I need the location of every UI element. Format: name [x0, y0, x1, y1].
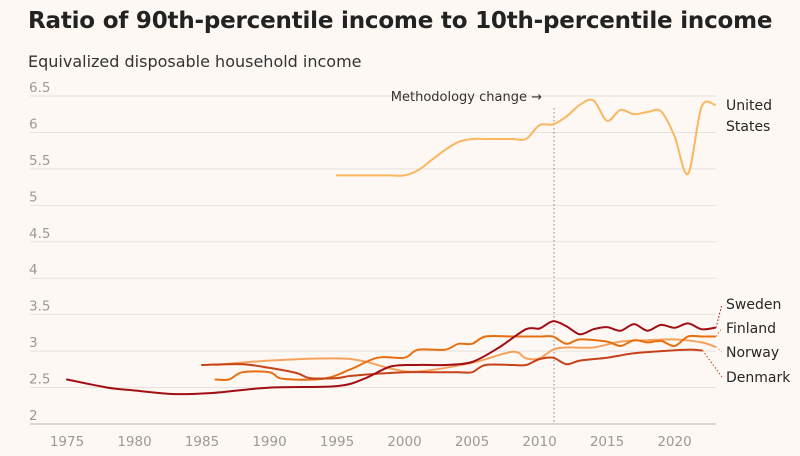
- x-tick-label: 2000: [387, 434, 421, 450]
- series-lines: [66, 98, 716, 396]
- series-line-finland: [214, 334, 716, 382]
- x-tick-label: 1990: [252, 434, 286, 450]
- x-tick-label: 2020: [657, 434, 691, 450]
- y-tick-label: 4.5: [29, 226, 50, 242]
- series-line-united-states: [336, 98, 716, 177]
- y-tick-label: 2.5: [29, 372, 50, 388]
- y-tick-label: 4: [29, 262, 38, 278]
- y-tick-label: 5.5: [29, 153, 50, 169]
- series-leader-finland: [715, 327, 723, 337]
- y-tick-labels: 2 2.5 3 3.5 4 4.5 5 5.5 6 6.5: [29, 80, 50, 424]
- y-tick-label: 6.5: [29, 80, 50, 96]
- methodology-label: Methodology change →: [391, 90, 542, 105]
- series-line-sweden: [66, 320, 716, 396]
- series-leader-sweden: [715, 303, 723, 328]
- series-label-united-states: States: [726, 119, 770, 135]
- y-tick-label: 3: [29, 335, 38, 351]
- methodology-marker: Methodology change →: [391, 90, 555, 424]
- series-label-finland: Finland: [726, 321, 776, 337]
- series-leader-norway: [715, 346, 723, 353]
- x-tick-label: 1975: [50, 434, 84, 450]
- series-label-denmark: Denmark: [726, 370, 791, 386]
- chart-subtitle: Equivalized disposable household income: [28, 52, 362, 71]
- x-tick-labels: 1975 1980 1985 1990 1995 2000 2005 2010 2015 2020: [50, 434, 692, 450]
- x-tick-label: 2005: [455, 434, 489, 450]
- series-label-norway: Norway: [726, 345, 779, 361]
- y-tick-label: 2: [29, 408, 38, 424]
- x-tick-label: 2015: [590, 434, 624, 450]
- series-line-denmark: [201, 348, 703, 380]
- x-tick-label: 1980: [117, 434, 151, 450]
- gridlines: [30, 95, 716, 425]
- x-tick-label: 1995: [320, 434, 354, 450]
- chart-title: Ratio of 90th-percentile income to 10th-…: [28, 8, 773, 34]
- x-tick-label: 1985: [185, 434, 219, 450]
- series-label-united-states: United: [726, 98, 772, 114]
- y-tick-label: 6: [29, 116, 38, 132]
- series-labels: United States Sweden Finland Norway Denmark: [702, 98, 791, 386]
- y-tick-label: 5: [29, 189, 38, 205]
- series-line-norway: [214, 338, 716, 373]
- series-label-sweden: Sweden: [726, 297, 781, 313]
- series-leader-denmark: [702, 350, 723, 378]
- x-tick-label: 2010: [522, 434, 556, 450]
- y-tick-label: 3.5: [29, 299, 50, 315]
